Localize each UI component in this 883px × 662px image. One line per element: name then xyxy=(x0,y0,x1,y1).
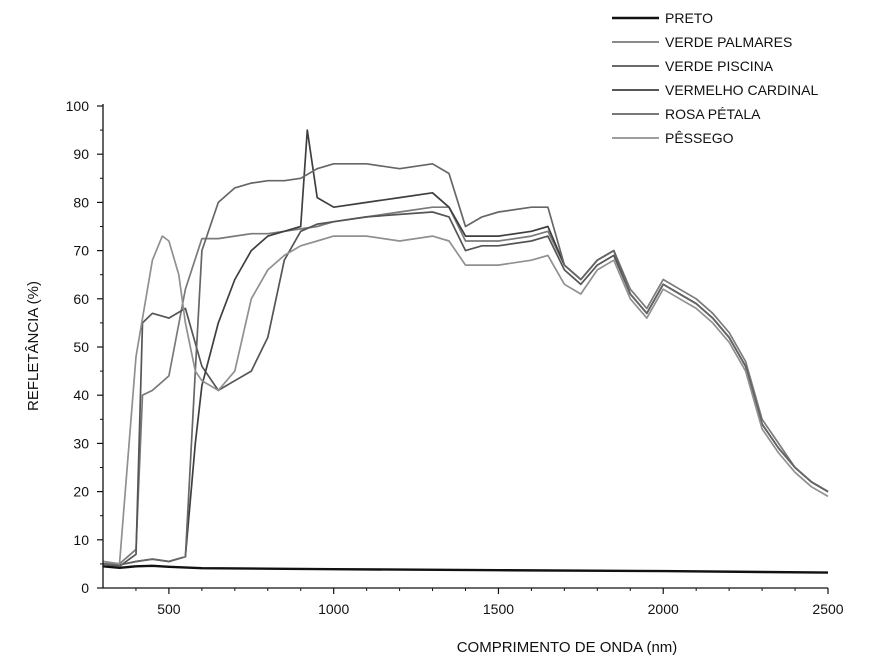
y-tick-label: 70 xyxy=(73,243,89,259)
y-tick-label: 40 xyxy=(73,387,89,403)
x-axis-title: COMPRIMENTO DE ONDA (nm) xyxy=(457,639,678,656)
y-axis-title: REFLETÂNCIA (%) xyxy=(25,281,42,411)
y-tick-label: 50 xyxy=(73,339,89,355)
legend-label-2: VERDE PISCINA xyxy=(665,58,774,74)
y-tick-label: 30 xyxy=(73,435,89,451)
y-tick-label: 80 xyxy=(73,194,89,210)
series-line-4 xyxy=(102,162,829,566)
legend-label-3: VERMELHO CARDINAL xyxy=(665,82,818,98)
x-tick-label: 1000 xyxy=(318,601,349,617)
x-tick-label: 2000 xyxy=(648,601,679,617)
legend-label-0: PRETO xyxy=(665,10,713,26)
y-tick-label: 100 xyxy=(66,98,90,114)
legend-label-5: PÊSSEGO xyxy=(665,130,734,146)
tick-marks xyxy=(97,105,829,594)
x-tick-label: 2500 xyxy=(812,601,843,617)
y-tick-label: 20 xyxy=(73,484,89,500)
x-tick-label: 500 xyxy=(157,601,181,617)
tick-labels: 500 1000 1500 2000 2500 0 10 20 30 40 50 60 70 80 90 10… xyxy=(66,98,844,617)
x-tick-label: 1500 xyxy=(483,601,514,617)
legend-label-1: VERDE PALMARES xyxy=(665,34,792,50)
series-line-5 xyxy=(102,235,829,565)
plot-lines xyxy=(102,129,829,574)
y-tick-label: 0 xyxy=(81,580,89,596)
legend: PRETO VERDE PALMARES VERDE PISCINA VERMELHO… xyxy=(612,10,818,146)
y-tick-label: 60 xyxy=(73,291,89,307)
series-line-0 xyxy=(102,564,829,574)
legend-label-4: ROSA PÉTALA xyxy=(665,106,761,122)
series-line-3 xyxy=(102,129,829,566)
y-tick-label: 10 xyxy=(73,532,89,548)
series-line-1 xyxy=(102,206,829,565)
y-tick-label: 90 xyxy=(73,146,89,162)
